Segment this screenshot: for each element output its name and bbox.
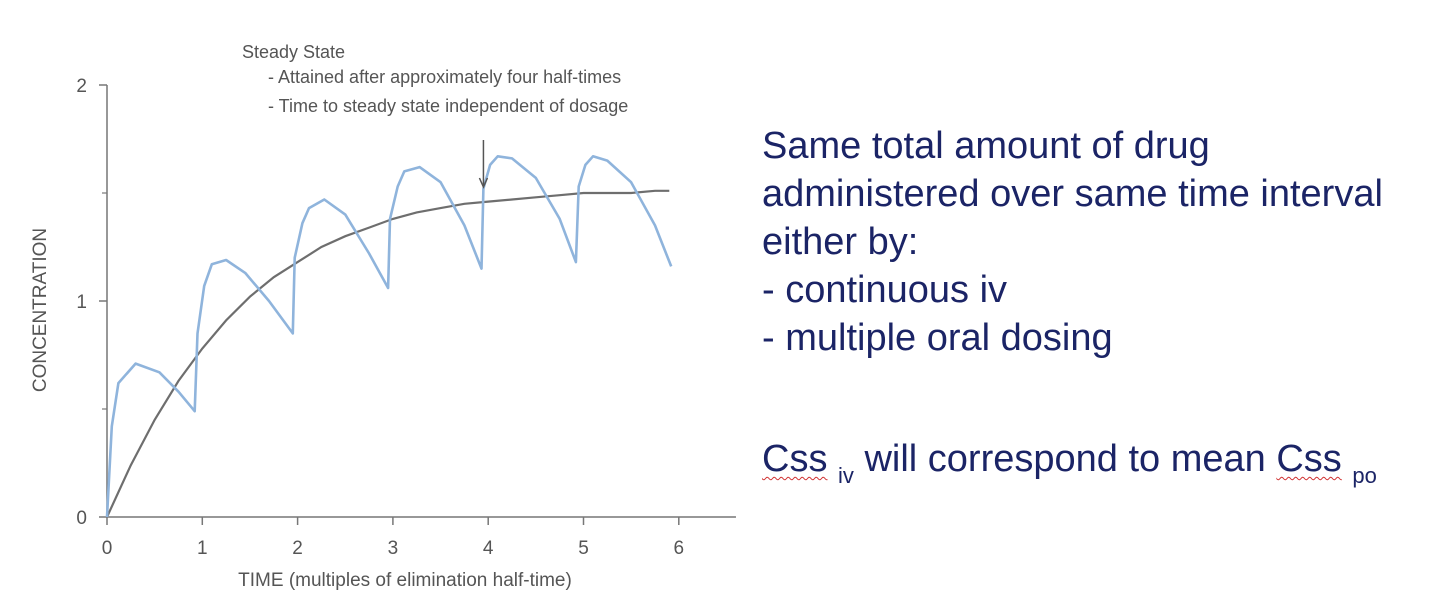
css-statement: Css iv will correspond to mean Css po <box>762 438 1377 488</box>
steady-state-arrow-head <box>478 177 489 189</box>
x-tick-label: 4 <box>483 538 494 559</box>
x-tick-label: 0 <box>102 538 113 559</box>
x-tick-label: 1 <box>197 538 208 559</box>
iv-subscript: iv <box>838 463 854 488</box>
css-po-term: Css <box>1276 438 1342 480</box>
y-tick-label: 2 <box>76 76 87 97</box>
continuous-iv-curve <box>106 189 670 518</box>
explanation-line-5: - multiple oral dosing <box>762 317 1113 359</box>
x-tick-label: 6 <box>674 538 685 559</box>
css-middle-text: will correspond to mean <box>853 438 1277 480</box>
x-tick-label: 5 <box>578 538 589 559</box>
steady-state-heading: Steady State <box>242 42 345 62</box>
oral-dosing-curve <box>105 155 673 518</box>
y-tick-label: 1 <box>76 292 87 313</box>
concentration-time-chart: 0 1 2 3 4 5 6 0 1 2 CONCENTRATION TIME (multiples… <box>30 42 736 591</box>
steady-state-bullet-2: - Time to steady state independent of do… <box>268 96 628 116</box>
explanation-text: Same total amount of drug administered o… <box>762 122 1432 362</box>
steady-state-bullet-1: - Attained after approximately four half… <box>268 67 621 87</box>
po-subscript: po <box>1352 463 1377 488</box>
y-axis-label: CONCENTRATION <box>30 228 51 392</box>
explanation-line-1: Same total amount of drug <box>762 125 1210 167</box>
explanation-line-2: administered over same time interval <box>762 173 1383 215</box>
x-tick-label: 3 <box>388 538 399 559</box>
explanation-line-3: either by: <box>762 221 919 263</box>
x-axis-label: TIME (multiples of elimination half-time… <box>238 570 572 591</box>
y-tick-label: 0 <box>76 508 87 529</box>
x-tick-label: 2 <box>292 538 303 559</box>
axis-ticks: 0 1 2 3 4 5 6 0 1 2 <box>76 76 684 559</box>
explanation-line-4: - continuous iv <box>762 269 1008 311</box>
css-iv-term: Css <box>762 438 828 480</box>
